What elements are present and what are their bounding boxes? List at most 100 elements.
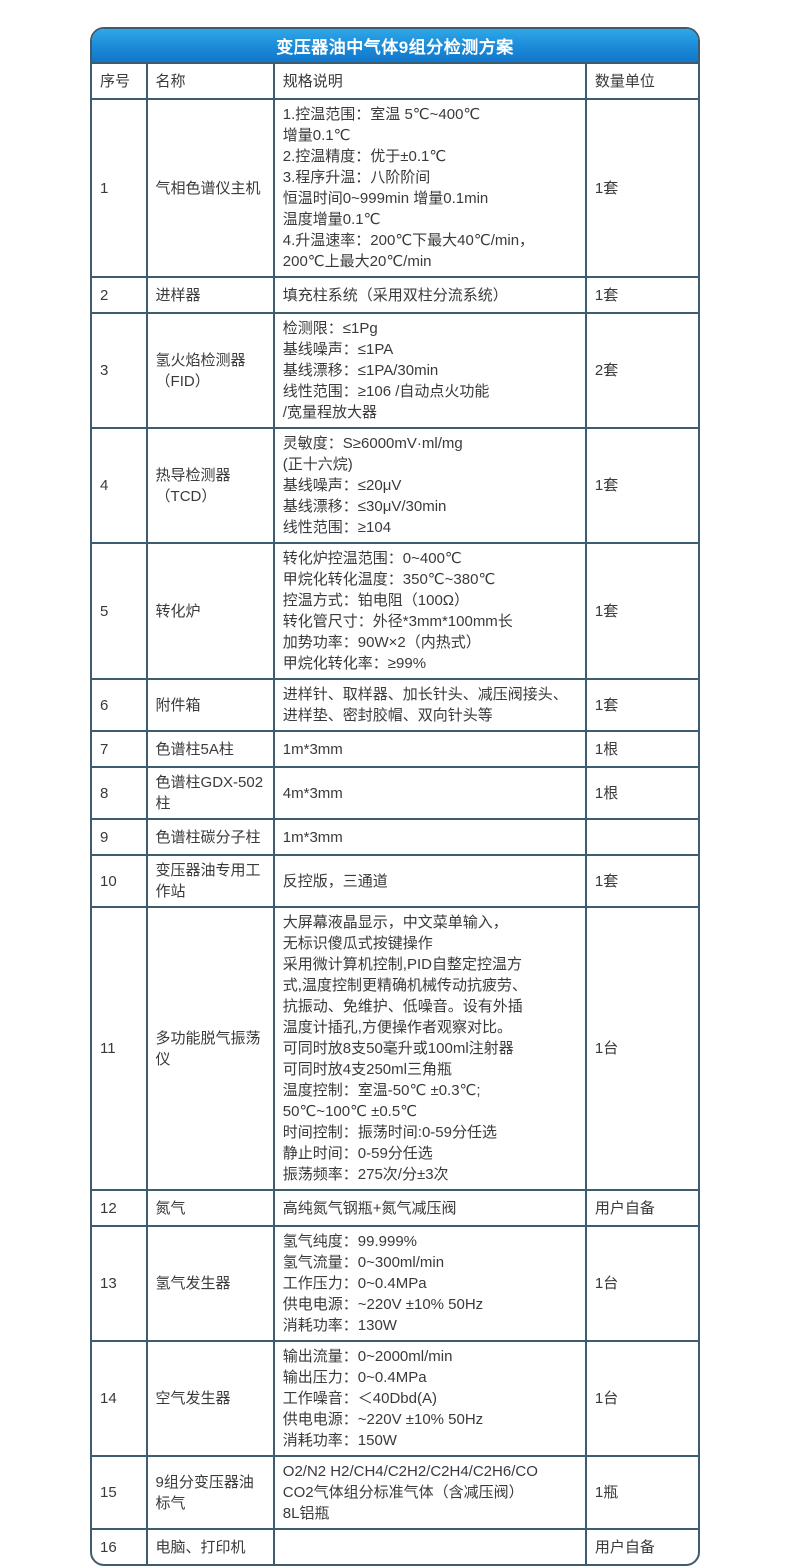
- item-qty-cell: 1套: [584, 98, 698, 278]
- spec-line: 无标识傻瓜式按键操作: [282, 935, 433, 952]
- row-number-cell: 9: [92, 818, 148, 856]
- row-number-cell: 15: [92, 1455, 148, 1530]
- item-spec-cell: 输出流量：0~2000ml/min 输出压力：0~0.4MPa 工作噪音：＜40Db…: [272, 1340, 587, 1457]
- table-row: 6 附件箱 进样针、取样器、加长针头、减压阀接头、进样垫、密封胶帽、双向针头等 …: [92, 678, 698, 732]
- column-header-no: 序号: [92, 64, 148, 100]
- item-qty-cell: 1套: [584, 678, 698, 732]
- item-spec-cell: 1m*3mm: [272, 730, 587, 768]
- table-row: 5 转化炉 转化炉控温范围：0~400℃ 甲烷化转化温度：350℃~380℃ 控温方…: [92, 542, 698, 680]
- spec-line: 基线漂移：≤1PA/30min: [282, 362, 439, 379]
- table-row: 14 空气发生器 输出流量：0~2000ml/min 输出压力：0~0.4MPa 工…: [92, 1340, 698, 1457]
- spec-line: 消耗功率：150W: [282, 1432, 397, 1449]
- spec-line: 加势功率：90W×2（内热式）: [282, 634, 481, 651]
- item-spec-cell: 灵敏度：S≥6000mV·ml/mg (正十六烷) 基线噪声：≤20μV 基线漂移：≤…: [272, 427, 587, 544]
- spec-line: 可同时放8支50毫升或100ml注射器: [282, 1040, 514, 1057]
- spec-line: CO2气体组分标准气体（含减压阀）: [282, 1484, 524, 1501]
- item-name-cell: 氢气发生器: [145, 1225, 275, 1342]
- spec-line: 输出流量：0~2000ml/min: [282, 1348, 453, 1365]
- item-spec-cell: 进样针、取样器、加长针头、减压阀接头、进样垫、密封胶帽、双向针头等: [272, 678, 587, 732]
- spec-line: 8L铝瓶: [282, 1505, 330, 1522]
- item-spec-cell: O2/N2 H2/CH4/C2H2/C2H4/C2H6/CO CO2气体组分标准气…: [272, 1455, 587, 1530]
- item-name-cell: 色谱柱碳分子柱: [145, 818, 275, 856]
- item-spec-cell: 1.控温范围：室温 5℃~400℃ 增量0.1℃ 2.控温精度：优于±0.1℃ 3.程…: [272, 98, 587, 278]
- spec-line: 高纯氮气钢瓶+氮气减压阀: [282, 1199, 457, 1217]
- item-qty-cell: [584, 818, 698, 856]
- item-name-cell: 电脑、打印机: [145, 1528, 275, 1564]
- row-number-cell: 6: [92, 678, 148, 732]
- item-name-cell: 空气发生器: [145, 1340, 275, 1457]
- item-qty-cell: 1根: [584, 730, 698, 768]
- table-header-row: 序号 名称 规格说明 数量单位: [92, 64, 698, 100]
- item-qty-cell: 1套: [584, 427, 698, 544]
- table-row: 2 进样器 填充柱系统（采用双柱分流系统） 1套: [92, 276, 698, 314]
- item-qty-cell: 1台: [584, 1225, 698, 1342]
- spec-line: 填充柱系统（采用双柱分流系统）: [282, 286, 508, 304]
- row-number-cell: 11: [92, 906, 148, 1191]
- item-name-cell: 色谱柱GDX-502柱: [145, 766, 275, 820]
- table-row: 8 色谱柱GDX-502柱 4m*3mm 1根: [92, 766, 698, 820]
- spec-line: 1.控温范围：室温 5℃~400℃: [282, 106, 481, 123]
- item-name-cell: 转化炉: [145, 542, 275, 680]
- table-row: 9 色谱柱碳分子柱 1m*3mm: [92, 818, 698, 856]
- item-qty-cell: 2套: [584, 312, 698, 429]
- spec-line: 温度计插孔,方便操作者观察对比。: [282, 1019, 512, 1036]
- item-name-cell: 9组分变压器油标气: [145, 1455, 275, 1530]
- spec-line: 工作压力：0~0.4MPa: [282, 1275, 427, 1292]
- table-row: 13 氢气发生器 氢气纯度：99.999% 氢气流量：0~300ml/min 工作压…: [92, 1225, 698, 1342]
- spec-line: 抗振动、免维护、低噪音。设有外插: [282, 998, 523, 1015]
- row-number-cell: 8: [92, 766, 148, 820]
- spec-table: 序号 名称 规格说明 数量单位 1 气相色谱仪主机 1.控温范围：室温 5℃~4…: [92, 64, 698, 1564]
- title-bar: 变压器油中气体9组分检测方案: [92, 29, 698, 64]
- item-name-cell: 多功能脱气振荡仪: [145, 906, 275, 1191]
- row-number-cell: 1: [92, 98, 148, 278]
- column-header-qty: 数量单位: [584, 64, 698, 100]
- item-qty-cell: 1瓶: [584, 1455, 698, 1530]
- column-header-name: 名称: [145, 64, 275, 100]
- spec-line: 线性范围：≥106 /自动点火功能: [282, 383, 490, 400]
- item-qty-cell: 用户自备: [584, 1189, 698, 1227]
- item-name-cell: 进样器: [145, 276, 275, 314]
- row-number-cell: 13: [92, 1225, 148, 1342]
- table-row: 1 气相色谱仪主机 1.控温范围：室温 5℃~400℃ 增量0.1℃ 2.控温精度：…: [92, 98, 698, 278]
- spec-line: 氢气纯度：99.999%: [282, 1233, 417, 1250]
- item-spec-cell: 氢气纯度：99.999% 氢气流量：0~300ml/min 工作压力：0~0.4MP…: [272, 1225, 587, 1342]
- spec-line: 增量0.1℃: [282, 127, 351, 144]
- item-spec-cell: 反控版，三通道: [272, 854, 587, 908]
- detection-plan-panel: 变压器油中气体9组分检测方案 序号 名称 规格说明 数量单位 1 气相色谱仪主机…: [90, 27, 700, 1566]
- spec-line: /宽量程放大器: [282, 404, 377, 421]
- spec-line: 4m*3mm: [282, 784, 343, 802]
- spec-line: 基线噪声：≤20μV: [282, 477, 402, 494]
- page-title: 变压器油中气体9组分检测方案: [276, 38, 514, 57]
- spec-line: 2.控温精度：优于±0.1℃: [282, 148, 447, 165]
- spec-line: 线性范围：≥104: [282, 519, 392, 536]
- item-spec-cell: 1m*3mm: [272, 818, 587, 856]
- spec-line: 反控版，三通道: [282, 872, 388, 890]
- spec-line: 采用微计算机控制,PID自整定控温方: [282, 956, 522, 973]
- row-number-cell: 10: [92, 854, 148, 908]
- item-name-cell: 氮气: [145, 1189, 275, 1227]
- item-qty-cell: 1套: [584, 276, 698, 314]
- spec-line: (正十六烷): [282, 456, 353, 473]
- spec-line: 1m*3mm: [282, 740, 343, 758]
- spec-line: 进样针、取样器、加长针头、减压阀接头、进样垫、密封胶帽、双向针头等: [282, 686, 568, 724]
- row-number-cell: 5: [92, 542, 148, 680]
- item-qty-cell: 1台: [584, 906, 698, 1191]
- spec-line: 式,温度控制更精确机械传动抗疲劳、: [282, 977, 527, 994]
- spec-line: O2/N2 H2/CH4/C2H2/C2H4/C2H6/CO: [282, 1463, 538, 1480]
- spec-line: 恒温时间0~999min 增量0.1min: [282, 190, 489, 207]
- item-qty-cell: 1台: [584, 1340, 698, 1457]
- spec-line: 工作噪音：＜40Dbd(A): [282, 1390, 437, 1407]
- table-row: 3 氢火焰检测器（FID） 检测限：≤1Pg 基线噪声：≤1PA 基线漂移：≤1PA…: [92, 312, 698, 429]
- spec-line: 基线漂移：≤30μV/30min: [282, 498, 447, 515]
- spec-line: 大屏幕液晶显示，中文菜单输入，: [282, 914, 508, 931]
- table-row: 12 氮气 高纯氮气钢瓶+氮气减压阀 用户自备: [92, 1189, 698, 1227]
- spec-line: 温度控制：室温-50℃ ±0.3℃;: [282, 1082, 481, 1099]
- item-spec-cell: 填充柱系统（采用双柱分流系统）: [272, 276, 587, 314]
- spec-line: 温度增量0.1℃: [282, 211, 381, 228]
- spec-line: 供电电源：~220V ±10% 50Hz: [282, 1411, 484, 1428]
- item-name-cell: 色谱柱5A柱: [145, 730, 275, 768]
- item-name-cell: 氢火焰检测器（FID）: [145, 312, 275, 429]
- spec-line: 1m*3mm: [282, 828, 343, 846]
- spec-line: 输出压力：0~0.4MPa: [282, 1369, 427, 1386]
- spec-line: 转化管尺寸：外径*3mm*100mm长: [282, 613, 513, 630]
